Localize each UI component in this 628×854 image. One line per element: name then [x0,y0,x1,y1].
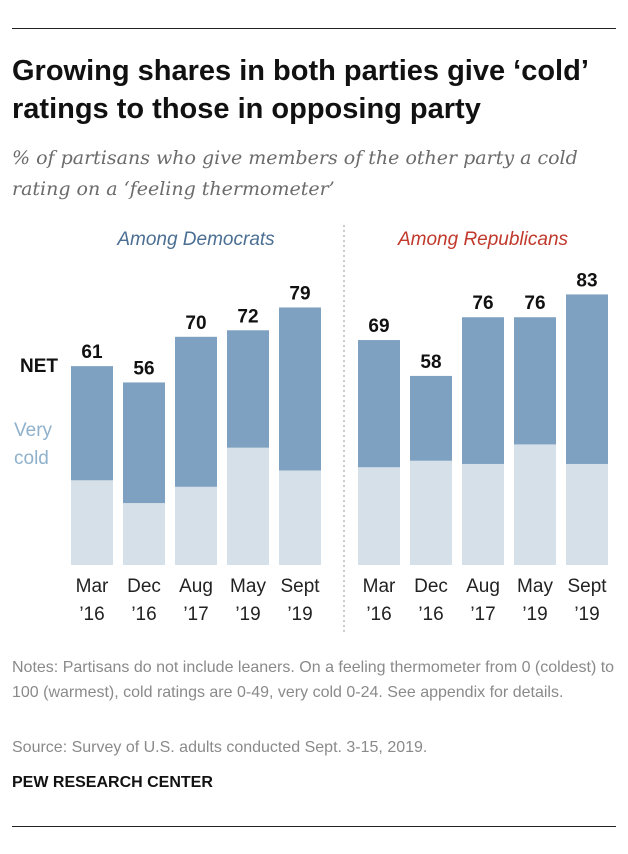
tick-label-month: Sept [280,576,320,597]
chart-source: Source: Survey of U.S. adults conducted … [12,739,428,756]
tick-label-year: ’19 [574,604,599,625]
tick-label-year: ’16 [131,604,156,625]
data-label-net: 58 [420,352,441,373]
bar-very-cold [227,447,269,565]
tick-label-month: Aug [466,576,500,597]
legend-net-label: NET [20,356,58,377]
bar-very-cold [279,470,321,565]
tick-label-month: Dec [414,576,448,597]
chart-title: Growing shares in both parties give ‘col… [12,55,588,125]
tick-label-month: Mar [363,576,396,597]
data-label-net: 70 [185,313,206,334]
tick-label-year: ’17 [470,604,495,625]
bar-very-cold [462,463,504,565]
tick-label-year: ’16 [366,604,391,625]
data-label-net: 56 [133,358,154,379]
tick-label-year: ’17 [183,604,208,625]
bar-very-cold [71,480,113,565]
data-label-net: 76 [472,293,493,314]
bar-very-cold [358,467,400,565]
tick-label-month: May [517,576,553,597]
tick-label-year: ’19 [287,604,312,625]
brand-name: PEW RESEARCH CENTER [12,774,213,791]
bar-very-cold [123,503,165,565]
tick-label-month: May [230,576,266,597]
data-label-net: 61 [81,342,103,363]
data-label-net: 83 [576,270,597,291]
chart-subtitle: % of partisans who give members of the o… [12,147,578,200]
panel-title-republicans: Among Republicans [397,229,569,250]
data-label-net: 69 [368,316,389,337]
bar-very-cold [514,444,556,565]
data-label-net: 79 [289,283,310,304]
bar-very-cold [175,486,217,565]
tick-label-month: Mar [76,576,109,597]
data-label-net: 76 [524,293,545,314]
tick-label-year: ’16 [79,604,104,625]
top-rule [12,28,616,29]
tick-label-year: ’16 [418,604,443,625]
data-label-net: 72 [237,306,258,327]
bar-very-cold [410,460,452,565]
tick-label-month: Dec [127,576,161,597]
tick-label-month: Aug [179,576,213,597]
panel-title-democrats: Among Democrats [116,229,275,250]
chart-notes: Notes: Partisans do not include leaners.… [12,659,615,701]
tick-label-month: Sept [567,576,607,597]
tick-label-year: ’19 [235,604,260,625]
bottom-rule [12,826,616,827]
legend-very-cold-label: Very cold [14,420,53,469]
bar-very-cold [566,463,608,565]
tick-label-year: ’19 [522,604,547,625]
